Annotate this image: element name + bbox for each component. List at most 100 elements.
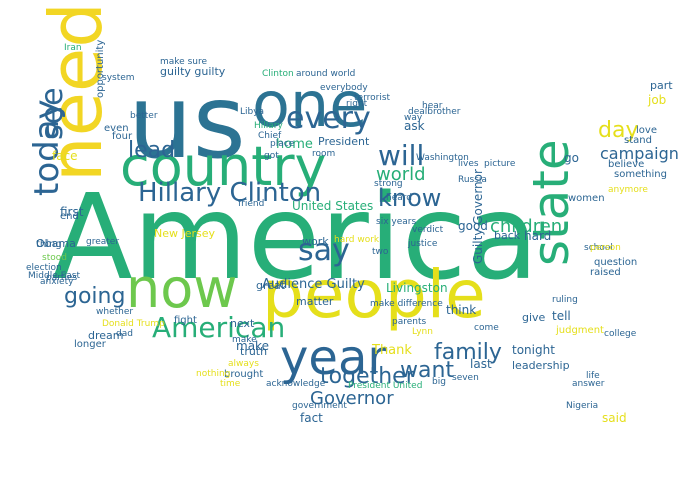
cloud-word: said (602, 411, 627, 425)
cloud-word: Russia (458, 175, 487, 185)
cloud-word: time (220, 379, 241, 389)
cloud-word: better (130, 111, 158, 121)
cloud-word: United States (292, 199, 374, 213)
cloud-word: campaign (600, 144, 679, 163)
cloud-word: New Jersey (154, 227, 216, 240)
cloud-word: something (614, 169, 667, 180)
cloud-word: ruling (552, 295, 578, 305)
cloud-word: Obama (36, 237, 76, 250)
cloud-word: one (252, 68, 368, 141)
cloud-word: President (318, 135, 370, 148)
cloud-word: hard (524, 229, 552, 243)
cloud-word: stood (42, 253, 67, 263)
cloud-word: even (104, 123, 129, 134)
cloud-word: whether (96, 307, 134, 317)
cloud-word: leadership (512, 359, 570, 372)
cloud-word: terrorist (354, 93, 391, 103)
cloud-word: make difference (370, 299, 443, 309)
cloud-word: raised (590, 267, 621, 278)
cloud-word: friend (238, 199, 265, 209)
cloud-word: tell (552, 309, 571, 323)
cloud-word: make sure (160, 57, 208, 67)
cloud-word: see (35, 87, 70, 140)
cloud-word: us (128, 63, 246, 182)
cloud-word: school (584, 243, 613, 253)
cloud-word: four (112, 131, 133, 142)
cloud-word: system (102, 73, 135, 83)
cloud-word: end (60, 211, 79, 222)
cloud-word: dad (116, 329, 133, 339)
cloud-word: got (264, 151, 279, 161)
cloud-word: now (126, 257, 238, 320)
cloud-word: Governor (310, 388, 394, 409)
cloud-word: college (604, 329, 637, 339)
cloud-word: justice (408, 239, 438, 249)
cloud-word: make (232, 335, 257, 345)
cloud-word: election (26, 263, 62, 273)
cloud-word: guilty guilty (160, 65, 226, 78)
cloud-word: room (312, 149, 336, 159)
cloud-word: country (120, 135, 327, 198)
cloud-word: job (648, 93, 667, 107)
cloud-word: last (470, 357, 492, 371)
cloud-word: day (598, 118, 639, 143)
cloud-word: tonight (512, 343, 555, 357)
cloud-word: know (378, 184, 442, 212)
cloud-word: anxiety (40, 277, 74, 287)
cloud-word: greater (86, 237, 120, 247)
cloud-word: strong (374, 179, 403, 189)
cloud-word: around world (296, 69, 356, 79)
cloud-word: want (400, 358, 455, 383)
cloud-word: Hillary (254, 121, 283, 131)
cloud-word: dealbrother (408, 107, 461, 117)
cloud-word: anymore (608, 185, 648, 195)
cloud-word: fact (300, 411, 323, 425)
cloud-word: Audience Guilty (262, 277, 365, 292)
cloud-word: seven (452, 373, 479, 383)
cloud-word: opportunity (95, 39, 106, 98)
cloud-word: life (586, 371, 600, 381)
cloud-word: person (590, 243, 621, 253)
cloud-word: Libya (240, 107, 265, 117)
cloud-word: Iran (64, 43, 82, 53)
cloud-word: nothing (196, 369, 231, 379)
cloud-word: year (280, 330, 388, 386)
cloud-word: stand (624, 135, 652, 146)
cloud-word: right (346, 99, 368, 109)
cloud-word: fight (174, 315, 197, 326)
cloud-word: answer (572, 379, 605, 389)
cloud-word: Thank (372, 343, 412, 358)
cloud-word: ask (404, 119, 425, 133)
cloud-word: Chief (258, 131, 282, 141)
cloud-word: judgment (556, 325, 604, 336)
cloud-word: think (446, 303, 477, 317)
cloud-word: picture (484, 159, 516, 169)
cloud-word: big (432, 377, 446, 387)
cloud-word: family (434, 340, 502, 365)
cloud-word: Washington (416, 153, 469, 163)
cloud-word: always (228, 359, 259, 369)
cloud-word: back (494, 229, 521, 242)
cloud-word: work (302, 235, 329, 248)
cloud-word: matter (296, 295, 334, 308)
cloud-word: Livingston (386, 281, 448, 295)
cloud-word: love (636, 125, 657, 136)
cloud-word: parties (46, 273, 78, 283)
cloud-word: two (372, 247, 389, 257)
cloud-word: America (52, 168, 539, 306)
cloud-word: government (292, 401, 347, 411)
cloud-word: Lynn (412, 327, 433, 337)
cloud-word: going (64, 284, 126, 309)
cloud-word: lead (128, 138, 176, 163)
cloud-word: question (594, 257, 638, 268)
cloud-word: first (60, 205, 84, 219)
cloud-word: every (286, 101, 371, 136)
cloud-word: acknowledge (266, 379, 326, 389)
cloud-word: Clinton (262, 69, 294, 79)
cloud-word: children (490, 216, 563, 237)
cloud-word: brought (224, 369, 264, 380)
cloud-word: come (474, 323, 499, 333)
cloud-word: give (522, 311, 546, 324)
cloud-word: good (458, 219, 488, 233)
